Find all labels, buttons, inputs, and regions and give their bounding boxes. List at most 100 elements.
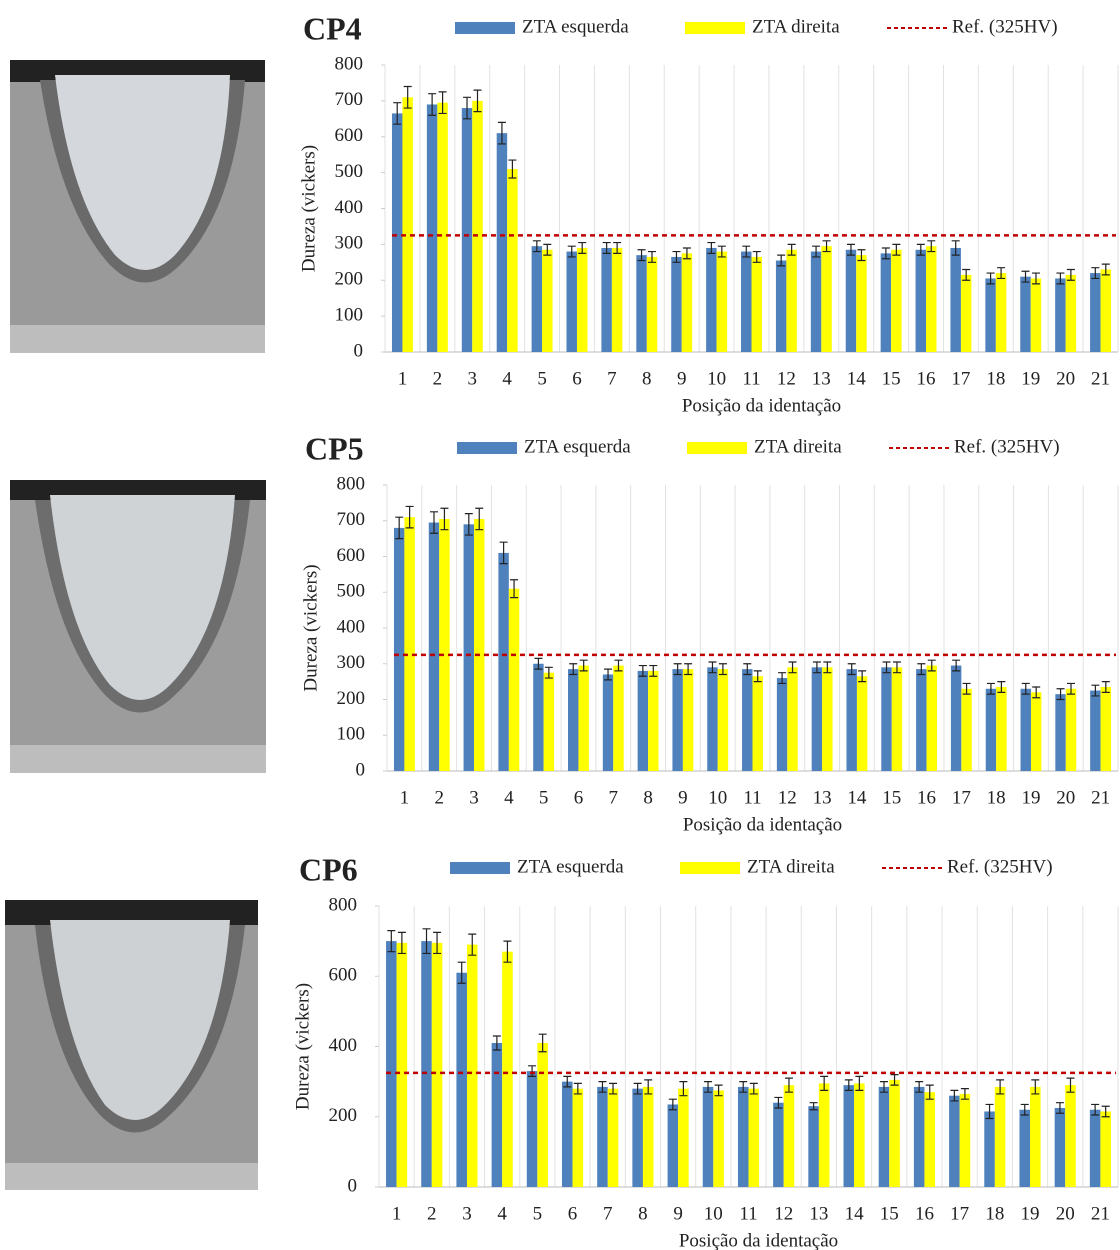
- x-tick-label: 13: [813, 787, 832, 808]
- x-tick-label: 15: [882, 368, 901, 389]
- bar: [950, 248, 960, 352]
- bar: [632, 1089, 643, 1187]
- legend-label: Ref. (325HV): [954, 436, 1060, 457]
- bar: [502, 952, 513, 1187]
- bar: [846, 669, 856, 771]
- bar: [773, 1103, 784, 1187]
- bar: [811, 252, 821, 352]
- legend-swatch: [455, 22, 515, 34]
- bar: [577, 248, 587, 352]
- bar: [568, 669, 578, 771]
- bar: [717, 252, 727, 352]
- y-tick-label: 800: [335, 53, 364, 74]
- bar: [996, 687, 1006, 771]
- x-tick-label: 21: [1091, 368, 1110, 389]
- y-tick-label: 400: [335, 197, 364, 218]
- bar: [678, 1089, 689, 1187]
- x-tick-label: 7: [609, 787, 619, 808]
- bar: [1020, 277, 1030, 352]
- chart-title: CP4: [303, 10, 362, 46]
- bar: [821, 246, 831, 352]
- bar: [1019, 1110, 1030, 1187]
- bar: [889, 1080, 900, 1187]
- bar: [492, 1043, 503, 1187]
- x-tick-label: 3: [468, 368, 478, 389]
- x-tick-label: 11: [739, 1203, 757, 1224]
- bar: [844, 1085, 855, 1187]
- micrograph: [5, 900, 258, 1190]
- y-tick-label: 100: [335, 304, 364, 325]
- bar: [984, 1111, 995, 1187]
- y-tick-label: 600: [335, 125, 364, 146]
- bar: [597, 1087, 608, 1187]
- x-tick-label: 9: [673, 1203, 683, 1224]
- x-tick-label: 13: [809, 1203, 828, 1224]
- y-axis-label: Dureza (vickers): [300, 564, 321, 691]
- bar: [404, 517, 414, 771]
- x-tick-label: 20: [1056, 1203, 1075, 1224]
- bar: [638, 671, 648, 771]
- micrograph: [10, 60, 265, 353]
- bar: [1031, 278, 1041, 352]
- bar: [1055, 278, 1065, 352]
- bar: [567, 252, 577, 352]
- y-axis-label: Dureza (vickers): [292, 983, 313, 1110]
- x-tick-label: 17: [952, 787, 971, 808]
- bar: [498, 553, 508, 771]
- x-tick-label: 15: [882, 787, 901, 808]
- x-tick-label: 17: [951, 368, 970, 389]
- bar: [808, 1106, 819, 1187]
- bar: [1065, 1085, 1076, 1187]
- y-axis-label: Dureza (vickers): [298, 145, 319, 272]
- bar: [742, 669, 752, 771]
- bar: [421, 941, 432, 1187]
- bar: [1090, 1110, 1101, 1187]
- x-tick-label: 15: [880, 1203, 899, 1224]
- bar: [961, 689, 971, 771]
- bar: [891, 250, 901, 352]
- y-tick-label: 300: [335, 233, 364, 254]
- bar: [881, 253, 891, 352]
- x-tick-label: 17: [950, 1203, 969, 1224]
- x-tick-label: 1: [400, 787, 410, 808]
- x-tick-label: 2: [433, 368, 443, 389]
- bar: [916, 669, 926, 771]
- bar: [683, 669, 693, 771]
- x-tick-label: 4: [502, 368, 512, 389]
- bar: [427, 104, 437, 352]
- y-tick-label: 300: [337, 652, 366, 673]
- bar: [856, 255, 866, 352]
- bar: [542, 250, 552, 352]
- x-axis-label: Posição da identação: [682, 395, 841, 416]
- bar: [787, 667, 797, 771]
- x-tick-label: 16: [917, 787, 936, 808]
- bar: [386, 941, 397, 1187]
- bar: [537, 1043, 548, 1187]
- bar: [1030, 1087, 1041, 1187]
- figure: CP4ZTA esquerdaZTA direitaRef. (325HV)01…: [0, 0, 1120, 1250]
- x-tick-label: 3: [462, 1203, 472, 1224]
- x-tick-label: 6: [572, 368, 582, 389]
- x-tick-label: 16: [917, 368, 936, 389]
- bar: [784, 1085, 795, 1187]
- legend-swatch: [450, 862, 510, 874]
- bar: [706, 248, 716, 352]
- bar: [507, 169, 517, 352]
- y-tick-label: 0: [348, 1175, 358, 1196]
- bar: [892, 667, 902, 771]
- bar: [777, 678, 787, 771]
- bar: [713, 1090, 724, 1187]
- x-tick-label: 19: [1021, 368, 1040, 389]
- x-tick-label: 19: [1021, 1203, 1040, 1224]
- bar: [462, 108, 472, 352]
- legend-label: ZTA direita: [747, 856, 835, 877]
- micrograph: [10, 480, 266, 773]
- bar: [647, 257, 657, 352]
- bar: [1101, 687, 1111, 771]
- bar: [819, 1083, 830, 1187]
- y-tick-label: 200: [329, 1105, 358, 1126]
- legend-swatch: [685, 22, 745, 34]
- x-tick-label: 19: [1021, 787, 1040, 808]
- bar: [776, 261, 786, 352]
- x-tick-label: 14: [847, 787, 867, 808]
